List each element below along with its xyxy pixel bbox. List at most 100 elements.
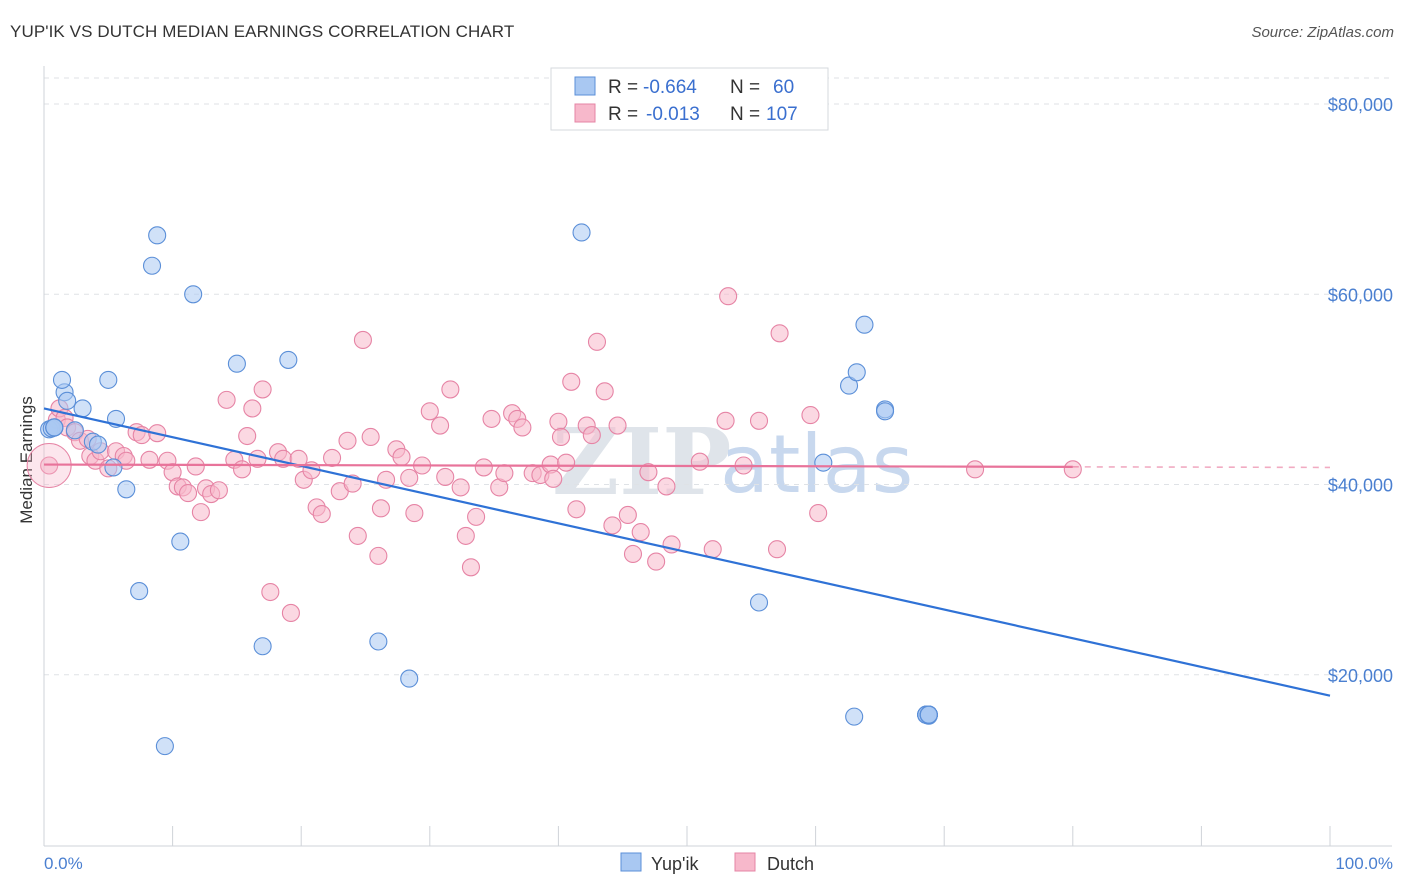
y-tick-label-60000: $60,000: [1328, 285, 1393, 305]
y-tick-label-80000: $80,000: [1328, 95, 1393, 115]
yupik-point-10: [65, 421, 84, 440]
yupik-series-label: Yup'ik: [651, 854, 699, 874]
dutch-point-105: [801, 406, 820, 425]
yupik-point-30: [814, 453, 833, 472]
dutch-point-107: [966, 460, 985, 479]
dutch-point-36: [261, 582, 280, 602]
dutch-point-104: [770, 324, 789, 343]
yupik-point-7: [52, 370, 72, 389]
dutch-point-29: [217, 390, 236, 409]
dutch-point-25: [191, 503, 210, 522]
grid: [44, 77, 1392, 676]
yupik-point-59: [919, 705, 938, 724]
y-tick-label-20000: $20,000: [1328, 666, 1393, 686]
dutch-n-value: 107: [766, 104, 798, 125]
dutch-point-35: [253, 380, 272, 399]
dutch-point-45: [323, 448, 342, 467]
dutch-point-60: [420, 402, 439, 421]
dutch-point-33: [243, 399, 262, 418]
yupik-point-26: [369, 632, 388, 651]
y-axis-label: Median Earnings: [17, 396, 36, 524]
dutch-point-66: [461, 558, 481, 577]
dutch-point-86: [587, 332, 607, 351]
dutch-point-89: [608, 416, 627, 435]
yupik-trend-line: [43, 407, 1331, 697]
dutch-point-57: [400, 468, 419, 487]
dutch-point-68: [474, 458, 493, 477]
yupik-point-17: [130, 582, 149, 601]
dutch-point-51: [361, 427, 380, 447]
dutch-point-100: [719, 287, 738, 306]
yupik-point-15: [104, 458, 123, 477]
yupik-point-23: [227, 354, 246, 373]
dutch-point-93: [639, 463, 658, 482]
dutch-point-98: [703, 540, 722, 559]
dutch-point-99: [716, 411, 735, 430]
dutch-point-79: [549, 412, 568, 431]
dutch-point-64: [451, 478, 470, 497]
dutch-point-92: [631, 523, 650, 542]
dutch-point-69: [482, 409, 501, 428]
yupik-point-20: [155, 737, 174, 756]
yupik-point-22: [184, 285, 203, 304]
dutch-point-103: [767, 540, 787, 559]
stats-legend: R = -0.664 N = 60 R = -0.013 N = 107: [550, 67, 829, 131]
yupik-point-33: [847, 363, 866, 382]
dutch-point-78: [544, 469, 563, 488]
trend-lines: [43, 407, 1331, 697]
chart-title: YUP'IK VS DUTCH MEDIAN EARNINGS CORRELAT…: [10, 22, 515, 41]
dutch-point-52: [369, 546, 388, 565]
dutch-point-90: [618, 505, 637, 525]
yupik-r-label: R =: [608, 77, 638, 98]
stats-legend-box: [550, 67, 829, 131]
dutch-point-83: [567, 500, 586, 519]
dutch-point-50: [353, 330, 372, 350]
dutch-series-label: Dutch: [767, 854, 814, 874]
x-tick-label-min: 0.0%: [44, 854, 83, 873]
yupik-point-34: [855, 315, 874, 334]
yupik-point-13: [99, 370, 118, 389]
yupik-r-value: -0.664: [643, 77, 697, 98]
yupik-point-18: [142, 256, 162, 275]
dutch-point-28: [209, 481, 228, 500]
dutch-point-44: [312, 504, 331, 524]
dutch-point-81: [557, 453, 576, 472]
dutch-point-97: [690, 452, 709, 471]
yupik-point-29: [749, 593, 769, 612]
dutch-point-82: [562, 372, 581, 391]
dutch-point-87: [595, 382, 614, 401]
yupik-point-24: [253, 637, 272, 656]
dutch-point-39: [281, 603, 300, 623]
dutch-point-40: [289, 449, 308, 468]
yupik-series-swatch: [620, 852, 642, 872]
dutch-point-24: [186, 457, 205, 476]
chart-source: Source: ZipAtlas.com: [1251, 24, 1394, 41]
y-tick-label-40000: $40,000: [1328, 476, 1393, 496]
yupik-point-21: [171, 532, 190, 551]
dutch-point-23: [178, 484, 198, 503]
dutch-point-49: [348, 526, 367, 545]
dutch-point-53: [371, 499, 390, 518]
yupik-point-25: [279, 350, 298, 369]
dutch-point-65: [456, 526, 475, 545]
yupik-point-12: [88, 435, 108, 454]
dutch-point-94: [647, 552, 666, 571]
yupik-n-label: N =: [730, 77, 760, 98]
series-legend: Yup'ik Dutch: [620, 852, 814, 874]
dutch-point-62: [436, 467, 455, 486]
yupik-point-32: [839, 376, 859, 395]
y-tick-labels: $20,000 $40,000 $60,000 $80,000: [1328, 95, 1393, 686]
yupik-point-19: [148, 226, 167, 245]
dutch-point-47: [338, 431, 357, 450]
x-minor-ticks: [172, 826, 1331, 846]
yupik-point-31: [845, 707, 864, 726]
dutch-legend-swatch: [574, 103, 596, 123]
yupik-point-27: [400, 669, 419, 688]
yupik-legend-swatch: [574, 76, 596, 96]
dutch-n-label: N =: [730, 104, 760, 125]
dutch-point-80: [551, 427, 571, 447]
yupik-n-value: 60: [773, 77, 794, 98]
dutch-series-swatch: [734, 852, 756, 872]
dutch-r-value: -0.013: [646, 104, 700, 125]
dutch-point-32: [238, 426, 257, 446]
